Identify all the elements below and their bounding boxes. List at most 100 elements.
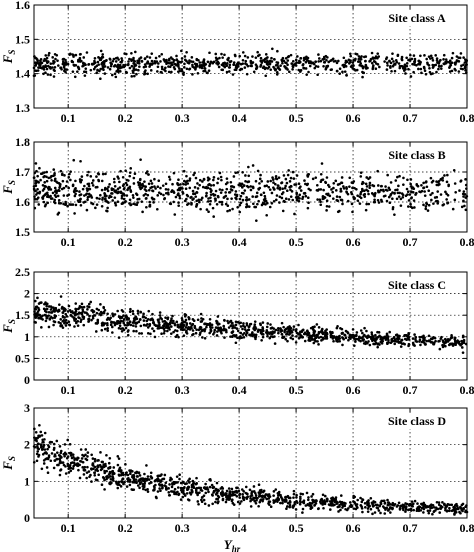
scatter-point <box>328 503 332 507</box>
scatter-point <box>197 502 200 506</box>
scatter-point <box>353 197 356 201</box>
scatter-point <box>457 340 461 344</box>
scatter-point <box>306 206 310 210</box>
scatter-point <box>461 509 464 513</box>
scatter-point <box>114 75 118 79</box>
scatter-point <box>435 180 438 183</box>
scatter-point <box>253 328 257 331</box>
scatter-point <box>71 70 75 73</box>
scatter-point <box>220 178 223 182</box>
scatter-point <box>306 332 310 336</box>
scatter-point <box>146 318 150 321</box>
scatter-point <box>139 158 142 161</box>
scatter-point <box>227 70 231 73</box>
scatter-point <box>346 199 350 203</box>
scatter-point <box>319 172 323 176</box>
scatter-point <box>89 175 93 178</box>
scatter-point <box>462 63 465 67</box>
scatter-point <box>58 459 62 463</box>
scatter-point <box>34 56 37 60</box>
scatter-point <box>314 339 317 343</box>
scatter-point <box>154 56 158 60</box>
scatter-point <box>437 501 441 504</box>
scatter-point <box>306 330 309 333</box>
scatter-point <box>361 189 364 193</box>
scatter-point <box>68 172 71 176</box>
scatter-point <box>391 52 394 55</box>
y-axis-label: FS <box>0 180 17 195</box>
scatter-point <box>114 57 118 60</box>
scatter-point <box>276 500 279 503</box>
scatter-point <box>263 194 267 198</box>
scatter-point <box>245 184 249 188</box>
scatter-point <box>220 203 224 206</box>
scatter-point <box>295 174 299 177</box>
scatter-point <box>217 61 220 65</box>
scatter-point <box>75 464 79 467</box>
scatter-point <box>208 202 212 206</box>
scatter-point <box>462 56 465 59</box>
scatter-point <box>412 508 416 512</box>
scatter-point <box>111 325 114 329</box>
scatter-point <box>108 466 112 470</box>
scatter-point <box>59 317 62 321</box>
scatter-point <box>181 190 184 194</box>
scatter-point <box>172 171 176 175</box>
scatter-point <box>350 505 354 508</box>
scatter-point <box>180 49 183 53</box>
scatter-point <box>175 329 179 333</box>
scatter-point <box>272 181 275 184</box>
scatter-point <box>69 454 73 457</box>
scatter-point <box>104 197 107 200</box>
scatter-point <box>418 190 421 193</box>
scatter-point <box>66 310 70 313</box>
scatter-point <box>111 331 114 334</box>
scatter-point <box>359 496 362 500</box>
scatter-point <box>430 506 434 510</box>
scatter-point <box>96 68 99 72</box>
scatter-point <box>273 188 276 191</box>
y-axis-label: FS <box>0 50 17 65</box>
scatter-point <box>177 70 180 73</box>
scatter-point <box>249 185 253 188</box>
scatter-point <box>388 59 391 63</box>
scatter-point <box>219 329 223 332</box>
scatter-point <box>254 67 258 71</box>
scatter-point <box>177 201 180 204</box>
scatter-point <box>95 185 99 189</box>
scatter-point <box>238 197 242 201</box>
scatter-point <box>67 186 70 190</box>
scatter-point <box>82 305 86 309</box>
scatter-point <box>48 441 52 444</box>
scatter-point <box>191 333 194 337</box>
scatter-point <box>232 175 236 178</box>
scatter-point <box>381 505 385 508</box>
scatter-point <box>124 326 128 330</box>
scatter-point <box>73 325 76 328</box>
y-axis-label-main: F <box>0 185 15 195</box>
scatter-point <box>59 295 63 298</box>
scatter-point <box>406 190 410 193</box>
scatter-point <box>390 57 394 61</box>
scatter-point <box>99 67 102 71</box>
scatter-point <box>359 329 363 332</box>
scatter-point <box>350 202 354 206</box>
scatter-point <box>203 69 207 73</box>
scatter-point <box>165 488 168 491</box>
scatter-point <box>125 52 128 56</box>
scatter-point <box>122 482 125 486</box>
scatter-point <box>112 466 116 469</box>
scatter-point <box>234 190 238 193</box>
scatter-point <box>238 492 242 496</box>
scatter-point <box>397 62 401 65</box>
scatter-point <box>321 197 325 201</box>
scatter-point <box>59 322 62 325</box>
scatter-point <box>188 328 192 331</box>
scatter-point <box>36 446 39 449</box>
scatter-point <box>464 68 467 72</box>
scatter-point <box>183 66 186 69</box>
scatter-point <box>304 504 308 507</box>
scatter-point <box>113 64 117 67</box>
scatter-point <box>201 185 205 189</box>
scatter-point <box>354 340 357 343</box>
